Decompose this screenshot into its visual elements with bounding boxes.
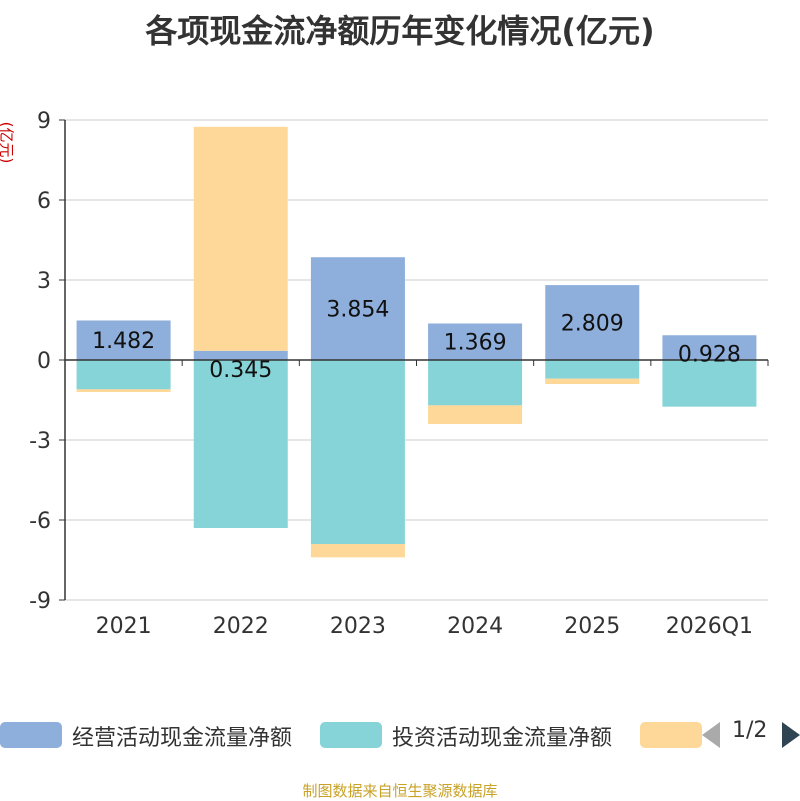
bar-financing xyxy=(428,405,523,424)
legend-swatch-financing xyxy=(640,722,702,748)
bar-investing xyxy=(662,360,757,407)
data-label: 1.369 xyxy=(444,331,507,356)
data-label: 0.928 xyxy=(678,342,741,367)
data-label: 2.809 xyxy=(561,312,624,337)
bar-financing xyxy=(310,544,405,558)
legend-page-indicator: 1/2 xyxy=(732,718,768,743)
y-tick-label: 9 xyxy=(37,109,51,134)
bars xyxy=(76,126,757,558)
x-tick-label: 2025 xyxy=(564,614,620,639)
bar-chart: 9 6 3 0 -3 -6 -9 2021 2022 2023 2024 2025 2026Q1 1.4… xyxy=(29,109,769,639)
legend-label-operating: 经营活动现金流量净额 xyxy=(72,726,293,751)
data-label: 1.482 xyxy=(92,329,155,354)
grid-lines xyxy=(65,119,768,601)
x-tick-label: 2024 xyxy=(447,614,503,639)
axes: 9 6 3 0 -3 -6 -9 2021 2022 2023 2024 2025 2026Q1 xyxy=(29,109,769,639)
x-tick-label: 2021 xyxy=(96,614,152,639)
bar-investing xyxy=(193,360,288,528)
y-tick-label: -9 xyxy=(29,589,51,614)
y-tick-label: -3 xyxy=(29,429,51,454)
data-label: 0.345 xyxy=(209,358,272,383)
bar-investing xyxy=(545,360,640,379)
bar-investing xyxy=(76,360,171,390)
x-tick-label: 2023 xyxy=(330,614,386,639)
legend-label-investing: 投资活动现金流量净额 xyxy=(392,726,613,751)
bar-financing xyxy=(76,389,171,392)
y-tick-label: 6 xyxy=(37,189,51,214)
legend-swatch-investing xyxy=(320,722,382,748)
y-tick-label: 3 xyxy=(37,269,51,294)
bar-operating xyxy=(310,257,405,360)
bar-operating xyxy=(76,320,171,360)
legend-next-page-arrow-icon[interactable] xyxy=(782,722,800,748)
legend: 经营活动现金流量净额 投资活动现金流量净额 xyxy=(0,714,800,754)
bar-operating xyxy=(545,285,640,360)
y-tick-label: 0 xyxy=(37,349,51,374)
source-note: 制图数据来自恒生聚源数据库 xyxy=(302,782,498,800)
data-labels: 1.482 0.345 3.854 1.369 2.809 0.928 xyxy=(92,298,741,383)
x-tick-label: 2026Q1 xyxy=(666,614,753,639)
bar-investing xyxy=(310,360,405,544)
y-tick-label: -6 xyxy=(29,509,51,534)
legend-prev-page-arrow-icon[interactable] xyxy=(702,722,720,748)
legend-swatch-operating xyxy=(0,722,62,748)
x-tick-label: 2022 xyxy=(213,614,269,639)
bar-financing xyxy=(545,378,640,384)
bar-operating xyxy=(662,335,757,360)
bar-operating xyxy=(193,350,288,360)
bar-investing xyxy=(428,360,523,406)
bar-operating xyxy=(428,323,523,360)
bar-financing xyxy=(193,126,288,351)
chart-title: 各项现金流净额历年变化情况(亿元) xyxy=(145,12,655,50)
data-label: 3.854 xyxy=(326,298,389,323)
